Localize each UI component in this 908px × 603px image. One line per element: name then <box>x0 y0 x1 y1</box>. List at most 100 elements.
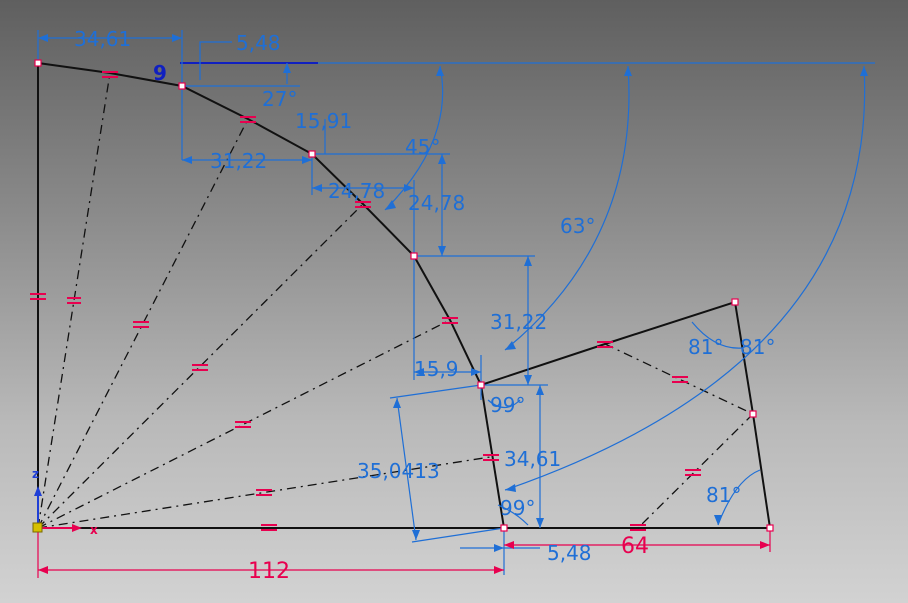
arrowhead <box>860 66 868 76</box>
construction-ray-4 <box>37 319 451 529</box>
dimension-labels[interactable]: 34,61 5,48 9 27° 15,91 31,22 45° 24,78 2… <box>74 27 775 584</box>
equal-constraint-icon[interactable] <box>240 116 256 123</box>
equal-constraint-icon[interactable] <box>102 71 118 78</box>
arrowhead <box>536 385 544 395</box>
equal-constraint-icon[interactable] <box>261 524 277 531</box>
arrowhead <box>172 34 182 42</box>
equal-constraint-icon[interactable] <box>355 201 371 208</box>
sketch-point[interactable] <box>308 150 316 158</box>
dim-label-45-deg[interactable]: 45° <box>405 135 440 159</box>
arrowhead <box>536 518 544 528</box>
arrowhead <box>504 541 514 549</box>
dim-35-0413-ext-bot <box>411 527 505 543</box>
inner-profile-polyline[interactable] <box>480 384 505 529</box>
dimension-arrowheads-red <box>38 541 770 574</box>
arrowhead <box>404 184 414 192</box>
arrowhead <box>393 398 401 408</box>
equal-constraint-icon[interactable] <box>630 524 646 531</box>
arrowhead <box>624 66 632 76</box>
z-axis-label: z <box>32 467 39 481</box>
arrowhead <box>312 184 322 192</box>
equal-constraint-icon[interactable] <box>685 469 701 476</box>
arrowhead <box>414 368 424 376</box>
arc-99-bottom <box>497 504 529 526</box>
dim-label-31-22-h[interactable]: 31,22 <box>210 149 267 173</box>
dimension-lines <box>37 30 875 578</box>
dim-label-81-deg-bottom[interactable]: 81° <box>706 483 741 507</box>
sketch-point[interactable] <box>731 298 739 306</box>
arrowhead <box>471 368 481 376</box>
construction-ray-1 <box>37 72 111 529</box>
dimension-arrowheads <box>38 34 868 552</box>
dim-5-48-top-line <box>199 41 232 80</box>
construction-ray-2 <box>37 118 249 529</box>
arrowhead <box>38 34 48 42</box>
sketch-point[interactable] <box>749 410 757 418</box>
origin-point-icon <box>32 522 43 533</box>
dim-label-15-9[interactable]: 15,9 <box>414 357 459 381</box>
arrowhead <box>438 246 446 256</box>
dim-label-24-78-h[interactable]: 24,78 <box>328 179 385 203</box>
sketch-point[interactable] <box>34 59 42 67</box>
arrowhead <box>283 63 291 73</box>
dim-35-0413-ext-top <box>389 384 482 399</box>
dim-label-24-78-v[interactable]: 24,78 <box>408 191 465 215</box>
arrowhead <box>436 66 444 76</box>
arrowhead <box>494 566 504 574</box>
dim-label-81-deg-right[interactable]: 81° <box>740 335 775 359</box>
arrowhead <box>385 200 396 210</box>
arrowhead <box>302 156 312 164</box>
arrowhead <box>438 154 446 164</box>
equal-constraint-icon[interactable] <box>67 297 81 304</box>
sketch-point[interactable] <box>500 524 508 532</box>
dim-label-99-deg-bottom[interactable]: 99° <box>500 496 535 520</box>
construction-ray-5 <box>37 456 491 529</box>
equal-constraint-icon[interactable] <box>133 321 149 328</box>
z-axis-arrow-icon <box>34 486 42 496</box>
dim-label-34-61-v[interactable]: 34,61 <box>504 447 561 471</box>
sketch-points[interactable] <box>34 59 774 532</box>
dim-label-112[interactable]: 112 <box>248 559 290 584</box>
dim-35-0413-line <box>396 397 417 541</box>
equal-constraint-icon[interactable] <box>483 454 499 461</box>
dim-label-5-48-top[interactable]: 5,48 <box>236 31 281 55</box>
arrowhead <box>412 530 420 540</box>
small-constraint-label: 9 <box>153 61 167 85</box>
equal-constraint-icon[interactable] <box>672 376 688 383</box>
dim-label-34-61-top[interactable]: 34,61 <box>74 27 131 51</box>
dim-label-27-deg[interactable]: 27° <box>262 87 297 111</box>
sketch-point[interactable] <box>178 82 186 90</box>
dim-label-5-48-bottom[interactable]: 5,48 <box>547 541 592 565</box>
dim-label-99-deg-top[interactable]: 99° <box>490 393 525 417</box>
construction-lines <box>37 72 754 529</box>
dim-label-35-0413[interactable]: 35,0413 <box>357 459 440 483</box>
sketch-point[interactable] <box>477 381 485 389</box>
dim-label-81-deg-left[interactable]: 81° <box>688 335 723 359</box>
equal-constraint-icon[interactable] <box>442 317 458 324</box>
dim-label-31-22-v[interactable]: 31,22 <box>490 310 547 334</box>
arc-81-big <box>504 65 866 491</box>
equal-constraint-icon[interactable] <box>192 364 208 371</box>
arc-81-right <box>691 321 743 349</box>
dim-label-63-deg[interactable]: 63° <box>560 214 595 238</box>
sketch-point[interactable] <box>410 252 418 260</box>
equal-constraints[interactable] <box>30 71 701 531</box>
dim-label-64[interactable]: 64 <box>621 534 649 559</box>
construction-diag-low <box>637 413 754 529</box>
arrowhead <box>524 256 532 266</box>
arrowhead <box>760 541 770 549</box>
arrowhead <box>38 566 48 574</box>
dim-label-15-91[interactable]: 15,91 <box>295 109 352 133</box>
equal-constraint-icon[interactable] <box>256 489 272 496</box>
construction-ray-3 <box>37 203 364 529</box>
arc-63 <box>504 65 630 351</box>
arrowhead <box>182 156 192 164</box>
equal-constraint-icon[interactable] <box>235 421 251 428</box>
arrowhead <box>505 341 516 350</box>
equal-constraint-icon[interactable] <box>30 293 46 300</box>
equal-constraint-icon[interactable] <box>597 341 613 348</box>
construction-diag-right <box>604 343 754 415</box>
sketch-point[interactable] <box>766 524 774 532</box>
